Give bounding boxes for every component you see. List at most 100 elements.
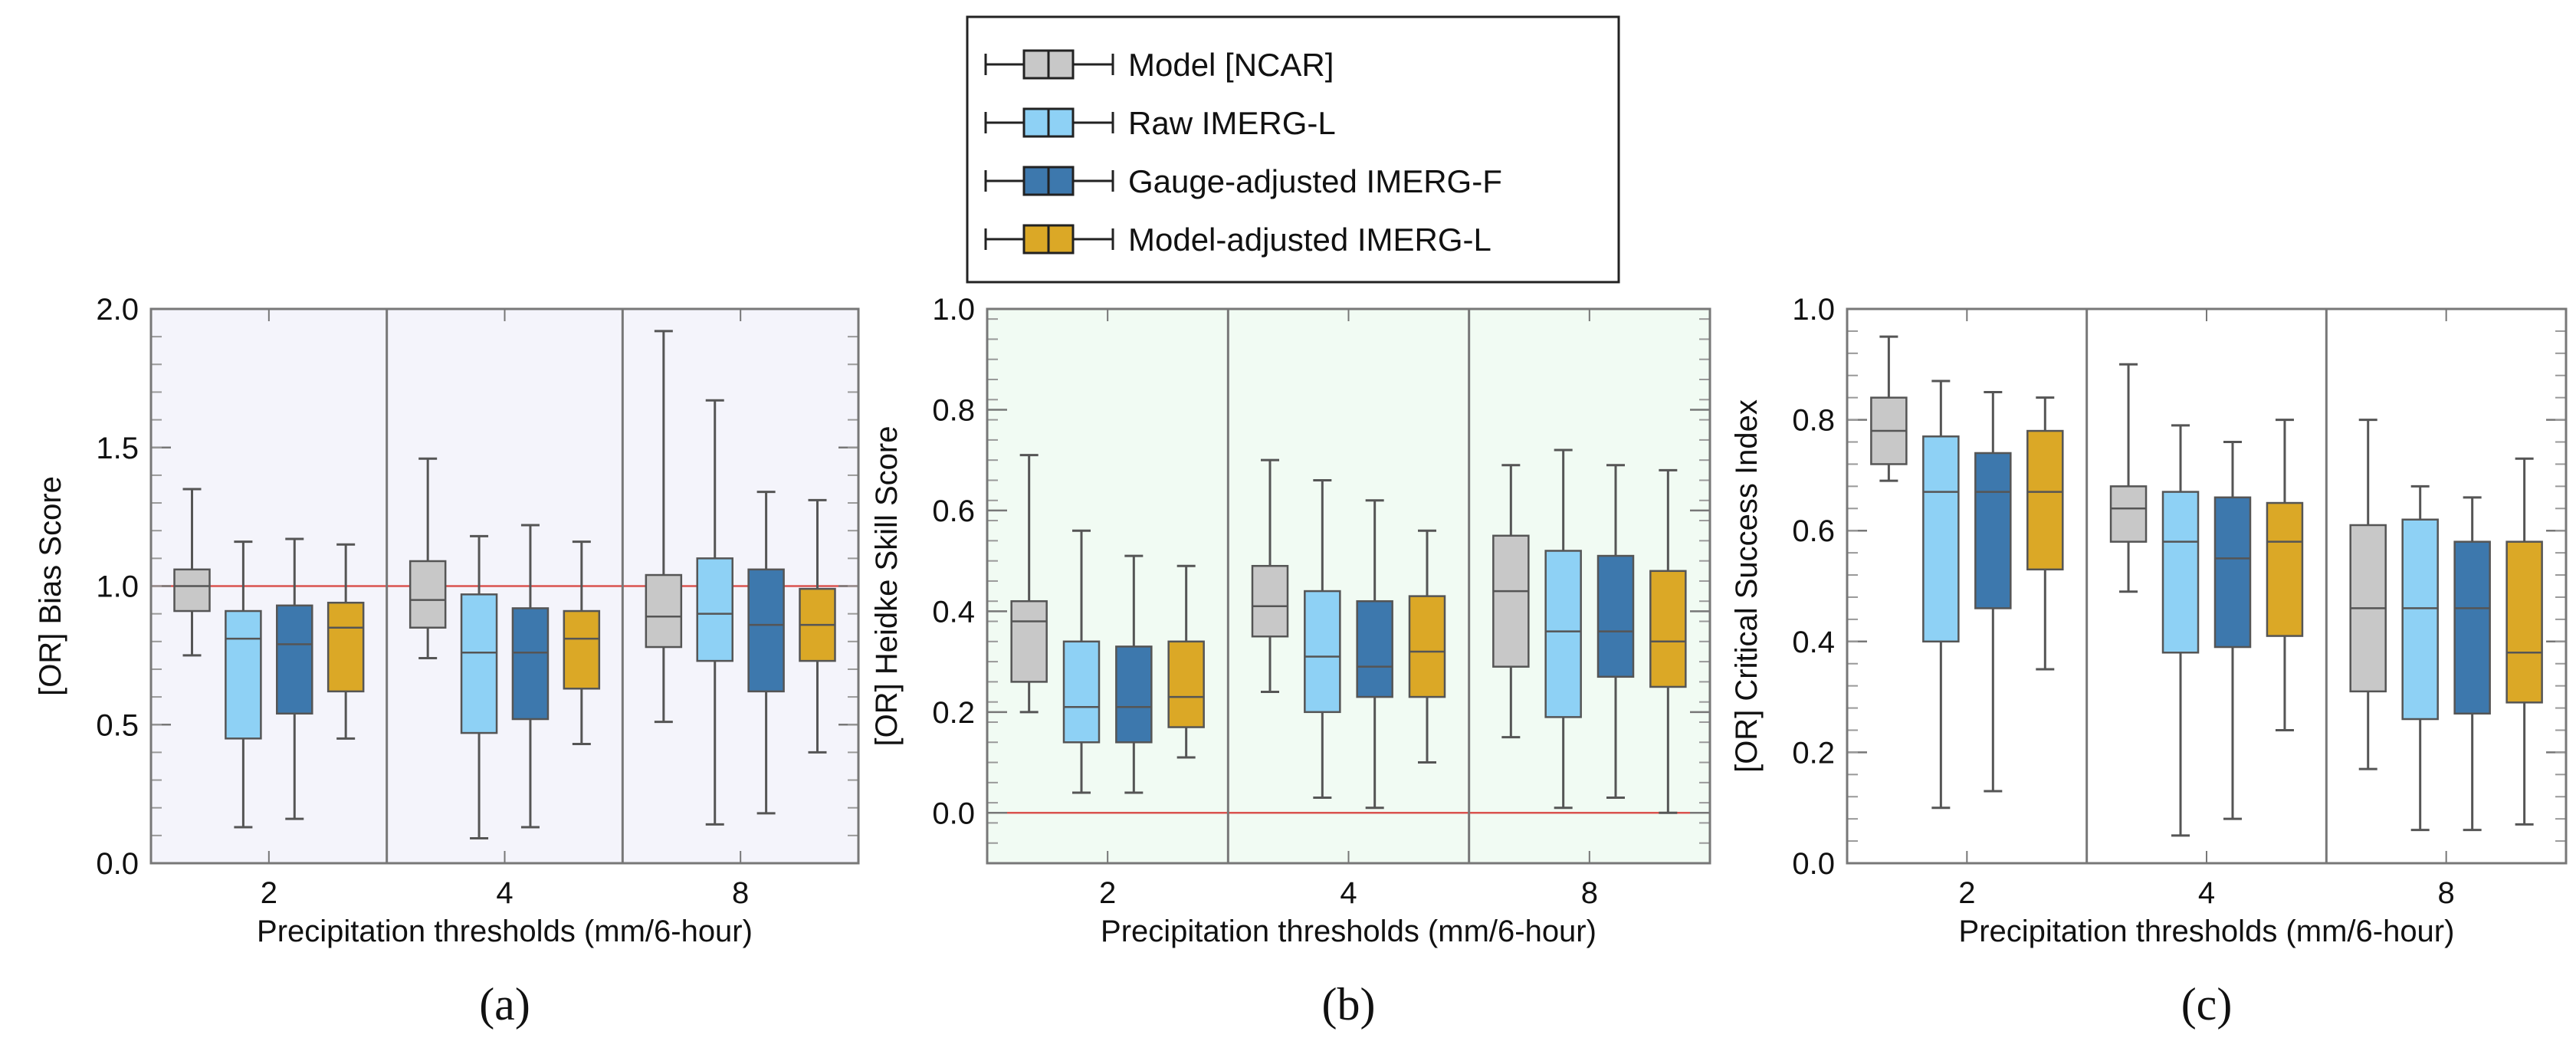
box-plot xyxy=(2401,485,2439,832)
box-plot xyxy=(1062,529,1101,794)
y-tick-label: 0.0 xyxy=(1792,847,1835,881)
plot-frame xyxy=(1846,307,2568,865)
x-axis-label: Precipitation thresholds (mm/6-hour) xyxy=(257,915,753,948)
x-tick-label: 8 xyxy=(2438,876,2455,910)
box-iqr xyxy=(460,593,498,734)
y-axis-label: [OR] Heidke Skill Score xyxy=(870,426,904,747)
x-axis-label: Precipitation thresholds (mm/6-hour) xyxy=(1101,915,1596,948)
y-tick-label: 0.8 xyxy=(1792,404,1835,438)
box-plot xyxy=(1544,448,1582,810)
plot-frame xyxy=(986,307,1711,865)
box-plot xyxy=(460,534,498,839)
chart-panel: 2 4 8 0.0 0.5 1.0 1.5 2.0 [OR] Bias Score Precipi… xyxy=(34,293,860,1030)
box-iqr xyxy=(645,573,683,649)
x-tick-label: 8 xyxy=(1581,876,1598,910)
box-iqr xyxy=(173,568,211,613)
box-iqr xyxy=(563,609,601,690)
y-tick-label: 1.0 xyxy=(932,293,975,327)
y-tick-label: 1.5 xyxy=(96,432,139,465)
box-plot xyxy=(2453,496,2491,832)
y-tick-label: 0.4 xyxy=(1792,626,1835,659)
panels: 2 4 8 0.0 0.5 1.0 1.5 2.0 [OR] Bias Score Precipi… xyxy=(34,293,2568,1030)
box-plot xyxy=(1974,390,2012,793)
y-tick-label: 0.4 xyxy=(932,595,975,629)
y-tick-label: 0.0 xyxy=(96,847,139,881)
box-plot xyxy=(696,399,733,826)
box-iqr xyxy=(1408,595,1446,698)
legend: Model [NCAR] Raw IMERG-L Gauge-adjusted IM… xyxy=(966,15,1620,284)
panel-label: (c) xyxy=(2181,979,2233,1030)
box-plot xyxy=(563,540,601,746)
box-iqr xyxy=(1649,570,1687,688)
box-iqr xyxy=(276,604,313,715)
box-iqr xyxy=(1115,645,1153,744)
box-plot xyxy=(2026,396,2064,671)
box-plot xyxy=(1408,529,1446,764)
box-iqr xyxy=(511,607,550,721)
x-tick-label: 2 xyxy=(1099,876,1116,910)
box-plot xyxy=(1596,464,1635,800)
box-plot xyxy=(799,498,836,754)
y-tick-label: 1.0 xyxy=(1792,293,1835,327)
box-iqr xyxy=(2505,540,2543,704)
box-iqr xyxy=(1492,534,1530,668)
box-iqr xyxy=(1062,640,1101,744)
box-plot xyxy=(1492,464,1530,739)
box-plot xyxy=(2266,419,2304,731)
box-iqr xyxy=(1010,599,1048,683)
x-axis-label: Precipitation thresholds (mm/6-hour) xyxy=(1959,915,2455,948)
box-plot xyxy=(645,330,683,724)
box-plot xyxy=(1251,458,1289,694)
box-iqr xyxy=(747,568,785,693)
y-axis-label: [OR] Critical Success Index xyxy=(1730,399,1764,773)
box-plot xyxy=(2505,457,2543,826)
box-iqr xyxy=(2453,540,2491,715)
box-iqr xyxy=(1922,435,1960,643)
y-tick-label: 0.2 xyxy=(932,696,975,730)
y-tick-label: 0.5 xyxy=(96,708,139,742)
box-plot xyxy=(225,540,262,829)
box-iqr xyxy=(1596,554,1635,678)
box-plot xyxy=(2349,419,2387,770)
box-iqr xyxy=(696,557,733,662)
legend-frame xyxy=(966,15,1620,284)
box-iqr xyxy=(1974,452,2012,609)
box-iqr xyxy=(1167,640,1205,728)
x-tick-label: 8 xyxy=(732,876,749,910)
box-iqr xyxy=(2401,518,2439,721)
box-iqr xyxy=(2213,496,2252,649)
y-tick-label: 1.0 xyxy=(96,570,139,604)
box-iqr xyxy=(2026,429,2064,571)
box-iqr xyxy=(409,560,447,629)
box-plot xyxy=(2213,441,2252,820)
panel-label: (b) xyxy=(1322,979,1376,1030)
box-plot xyxy=(1304,478,1341,800)
plot-background xyxy=(987,309,1710,863)
box-iqr xyxy=(2161,491,2200,654)
x-tick-label: 2 xyxy=(261,876,277,910)
plot-background xyxy=(1847,309,2566,863)
chart-panel: 2 4 8 0.0 0.2 0.4 0.6 0.8 1.0 [OR] Heidke Skill S… xyxy=(870,293,1711,1030)
box-plot xyxy=(1010,454,1048,714)
box-plot xyxy=(1167,564,1205,759)
box-plot xyxy=(1115,554,1153,794)
box-iqr xyxy=(1356,599,1393,698)
box-plot xyxy=(747,491,785,815)
box-plot xyxy=(1356,499,1393,810)
box-plot xyxy=(511,524,550,829)
plot-frame xyxy=(149,307,860,865)
legend-label: Model-adjusted IMERG-L xyxy=(1128,222,1491,258)
box-iqr xyxy=(1304,590,1341,714)
x-tick-label: 2 xyxy=(1958,876,1975,910)
box-iqr xyxy=(2109,485,2148,543)
box-plot xyxy=(327,543,365,740)
box-iqr xyxy=(2266,501,2304,637)
y-tick-label: 2.0 xyxy=(96,293,139,327)
box-plot xyxy=(1922,379,1960,810)
panel-label: (a) xyxy=(479,979,530,1030)
y-tick-label: 0.0 xyxy=(932,797,975,830)
box-plot xyxy=(409,457,447,659)
box-iqr xyxy=(225,609,262,740)
box-plot xyxy=(1649,468,1687,814)
legend-label: Model [NCAR] xyxy=(1128,47,1334,83)
